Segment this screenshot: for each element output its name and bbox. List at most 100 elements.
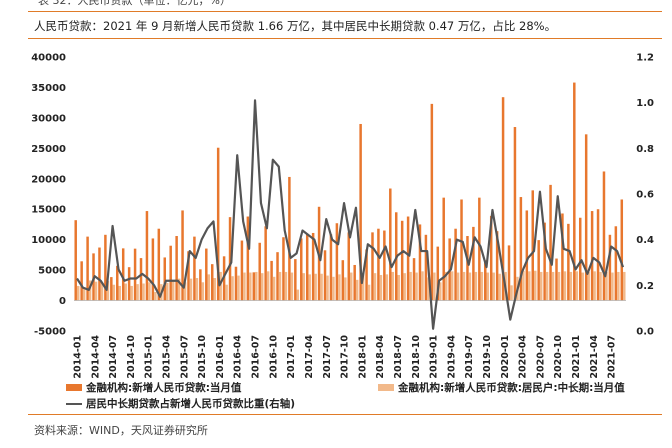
bar-household — [207, 274, 211, 301]
bar-household — [367, 284, 371, 301]
bar-household — [171, 280, 175, 301]
bar-household — [82, 287, 86, 301]
bar-household — [213, 278, 216, 301]
y-right-tick-label: 1.0 — [636, 98, 654, 109]
bar-household — [124, 283, 127, 301]
legend-item-total: 金融机构:新增人民币贷款:当月值 — [66, 380, 241, 395]
bar-household — [373, 273, 377, 301]
bar-household — [142, 283, 145, 301]
bar-total — [513, 127, 517, 301]
bar-household — [617, 271, 620, 301]
bar-total — [347, 232, 350, 301]
bar-household — [587, 271, 590, 301]
legend-item-ratio: 居民中长期贷款占新增人民币贷款比重(右轴) — [66, 396, 295, 411]
bar-total — [537, 240, 540, 301]
bar-total — [133, 248, 137, 301]
bar-total — [430, 103, 434, 301]
bar-total — [145, 211, 149, 301]
bar-total — [478, 197, 481, 301]
y-left-tick-label: 30000 — [31, 113, 66, 124]
bar-total — [460, 199, 463, 301]
bar-total — [300, 238, 303, 301]
bar-total — [365, 249, 368, 301]
y-left-tick-label: 35000 — [31, 83, 66, 94]
x-tick-label: 2015-07 — [179, 335, 190, 379]
x-tick-label: 2017-07 — [322, 335, 333, 379]
bar-total — [121, 248, 125, 301]
bar-household — [569, 271, 573, 301]
bar-household — [450, 271, 454, 301]
bar-total — [116, 265, 119, 301]
bar-household — [545, 271, 549, 301]
bar-total — [210, 264, 214, 301]
legend-item-household: 金融机构:新增人民币贷款:居民户:中长期:当月值 — [378, 380, 625, 395]
x-tick-label: 2014-10 — [126, 335, 137, 379]
bar-total — [157, 228, 161, 301]
bar-total — [187, 251, 190, 301]
bar-household — [522, 270, 525, 301]
y-left-tick-label: 20000 — [31, 174, 66, 185]
bar-total — [246, 216, 250, 301]
bar-total — [412, 258, 416, 301]
bar-household — [243, 272, 246, 301]
bar-household — [100, 282, 104, 301]
bar-household — [599, 271, 602, 301]
bar-household — [379, 274, 383, 301]
bar-household — [338, 274, 341, 301]
x-tick-label: 2020-07 — [535, 335, 546, 379]
bar-total — [543, 222, 546, 301]
bar-total — [578, 217, 582, 301]
bar-household — [296, 289, 300, 301]
bar-household — [106, 281, 110, 301]
bar-total — [329, 234, 333, 301]
x-tick-label: 2016-10 — [268, 335, 279, 379]
x-tick-label: 2020-04 — [518, 335, 529, 379]
source-note: 资料来源：WIND，天风证券研究所 — [34, 424, 208, 437]
x-tick-label: 2020-10 — [553, 335, 564, 379]
legend-label-total: 金融机构:新增人民币贷款:当月值 — [86, 382, 242, 394]
bar-household — [385, 274, 389, 301]
bar-household — [557, 271, 561, 301]
bar-household — [219, 271, 222, 301]
bar-household — [76, 285, 80, 301]
bar-household — [433, 272, 436, 301]
bar-household — [486, 272, 490, 301]
y-left-tick-label: -5000 — [34, 327, 66, 338]
bar-total — [466, 236, 469, 301]
bar-total — [442, 197, 445, 301]
bar-household — [189, 278, 193, 301]
x-tick-label: 2016-04 — [233, 335, 244, 379]
bar-household — [136, 284, 139, 301]
bar-household — [510, 285, 513, 301]
bar-household — [237, 275, 240, 301]
bar-total — [104, 234, 107, 301]
bar-total — [406, 216, 410, 301]
bar-household — [474, 271, 478, 301]
bar-total — [282, 237, 285, 301]
y-right-tick-label: 0.6 — [636, 190, 654, 201]
bar-total — [288, 176, 291, 301]
bar-total — [169, 245, 172, 301]
x-tick-label: 2021-07 — [607, 335, 618, 379]
bar-total — [567, 223, 570, 301]
x-tick-label: 2016-07 — [251, 335, 262, 379]
bar-total — [573, 82, 576, 301]
bar-total — [596, 209, 600, 301]
x-tick-label: 2019-07 — [464, 335, 475, 379]
bar-household — [551, 271, 555, 301]
x-tick-label: 2015-10 — [197, 335, 208, 379]
bar-total — [74, 220, 77, 301]
y-left-tick-label: 15000 — [31, 205, 66, 216]
bar-household — [427, 277, 430, 301]
bar-total — [584, 134, 588, 301]
x-tick-label: 2018-07 — [393, 335, 404, 379]
bar-household — [462, 271, 466, 301]
bar-total — [258, 242, 261, 301]
bar-household — [361, 273, 365, 301]
bar-household — [148, 282, 151, 301]
bar-household — [260, 273, 264, 301]
bar-total — [436, 246, 440, 301]
bar-household — [468, 272, 472, 301]
bar-total — [424, 234, 428, 301]
x-tick-label: 2021-04 — [589, 335, 600, 379]
